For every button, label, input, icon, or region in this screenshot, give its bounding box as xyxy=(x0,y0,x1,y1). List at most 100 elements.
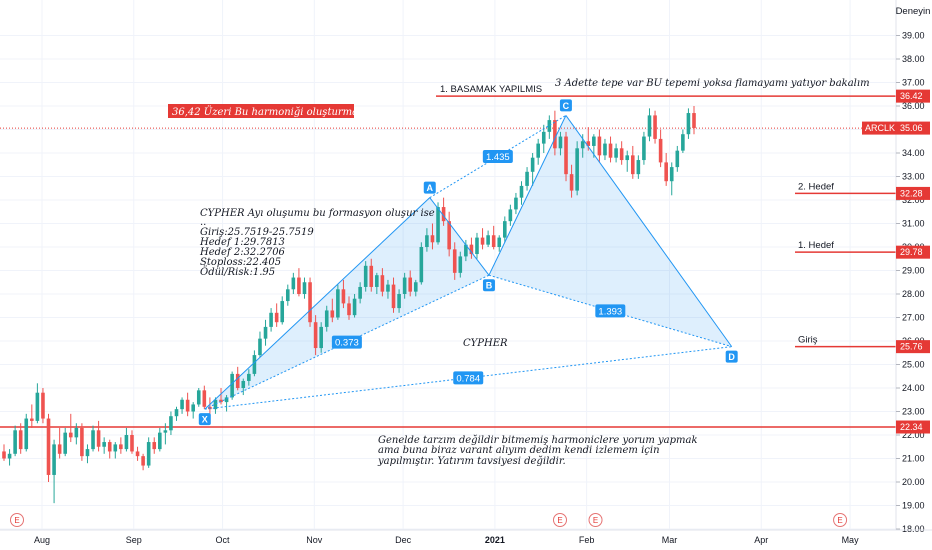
price-tick-label: 36.00 xyxy=(902,101,925,111)
price-tick-label: 32.00 xyxy=(902,195,925,205)
candle-body xyxy=(558,136,563,149)
candle-body xyxy=(247,373,251,381)
candle-body xyxy=(274,312,279,323)
ratio-bg xyxy=(482,150,513,164)
price-tag-value: 36.42 xyxy=(900,91,923,101)
price-tick-label: 20.00 xyxy=(902,477,925,487)
time-tick-label: Feb xyxy=(579,535,595,545)
harmonic-note: 36,42 Üzeri Bu harmoniği oluşturmaz. xyxy=(172,106,367,118)
candle xyxy=(263,319,268,346)
earnings-marker[interactable]: E xyxy=(10,513,24,527)
candle-body xyxy=(252,355,257,374)
leg-xa[interactable] xyxy=(204,197,431,410)
candle xyxy=(630,145,635,179)
candle xyxy=(224,395,229,412)
candle xyxy=(386,279,390,299)
candle xyxy=(636,155,641,179)
earnings-marker[interactable]: E xyxy=(588,513,603,527)
earnings-circle xyxy=(833,513,848,527)
candle-body xyxy=(503,221,507,238)
candle xyxy=(408,270,413,297)
candle-body xyxy=(569,174,574,191)
candle xyxy=(436,202,440,245)
point-a: A xyxy=(423,181,436,194)
candle-body xyxy=(419,247,424,283)
candle-body xyxy=(341,289,346,304)
candle-body xyxy=(547,120,552,132)
time-tick-label: Nov xyxy=(306,535,323,545)
candle-body xyxy=(169,416,173,431)
bcd-triangle xyxy=(488,115,732,347)
price-tick-label: 22.00 xyxy=(902,430,925,440)
candle xyxy=(113,442,118,459)
candle-body xyxy=(80,427,84,457)
leg-ac[interactable] xyxy=(429,114,567,199)
candle-body xyxy=(486,235,490,245)
candle xyxy=(46,413,51,482)
leg-bc[interactable] xyxy=(488,115,567,276)
candle xyxy=(163,423,168,445)
candle xyxy=(135,446,140,461)
time-axis[interactable]: Aug Sep Oct Nov Dec 2021 Feb Mar Apr May xyxy=(34,535,859,545)
earnings-letter: E xyxy=(593,516,598,525)
candle xyxy=(119,437,123,454)
candle-body xyxy=(514,197,518,210)
candle-body xyxy=(96,430,101,447)
candle-body xyxy=(436,207,440,243)
earnings-marker[interactable]: E xyxy=(553,513,567,527)
candle xyxy=(352,294,357,318)
candle xyxy=(152,437,157,454)
price-tag-value: 32.28 xyxy=(900,188,923,198)
price-tick-label: 23.00 xyxy=(902,407,925,417)
candle-body xyxy=(191,404,195,412)
point-bg xyxy=(198,413,211,426)
horizontal-levels[interactable]: 1. BASAMAK YAPILMIS 2. Hedef 1. Hedef Giriş xyxy=(0,84,896,428)
candle-body xyxy=(74,427,79,438)
candle-body xyxy=(664,162,668,182)
header-label[interactable]: Deneyin xyxy=(896,6,931,17)
candle xyxy=(85,444,90,464)
candle-body xyxy=(653,115,657,139)
candle xyxy=(658,129,663,168)
point-letter: D xyxy=(728,352,735,362)
candle xyxy=(341,279,346,309)
price-tag-value: 25.76 xyxy=(900,342,923,352)
candle-body xyxy=(642,136,646,161)
candle xyxy=(213,397,218,414)
candle xyxy=(63,427,68,457)
cypher-stoploss: Stoploss:22.405 xyxy=(200,257,281,268)
point-letter: A xyxy=(427,183,434,193)
candle-body xyxy=(113,444,118,452)
earnings-marker[interactable]: E xyxy=(833,513,848,527)
candle-body xyxy=(408,277,413,292)
level-text: 1. BASAMAK YAPILMIS xyxy=(440,84,542,95)
candle xyxy=(30,404,34,428)
candle-body xyxy=(480,237,485,245)
leg-ab[interactable] xyxy=(429,197,490,276)
candle-body xyxy=(347,303,351,316)
ratio-value: 1.435 xyxy=(486,152,510,163)
candle xyxy=(7,449,12,466)
candle xyxy=(541,124,546,153)
candle-body xyxy=(597,136,602,156)
candle-body xyxy=(35,392,40,421)
candle-body xyxy=(41,392,45,419)
level-text: 1. Hedef xyxy=(798,240,834,251)
candle-body xyxy=(119,444,123,450)
price-tag-bg xyxy=(896,186,930,200)
price-tick-label: 24.00 xyxy=(902,383,925,393)
candle-body xyxy=(241,380,246,388)
leg-cd[interactable] xyxy=(565,115,733,347)
candle xyxy=(675,145,680,172)
candle-body xyxy=(608,143,613,158)
point-bg xyxy=(725,350,738,363)
candle xyxy=(497,235,502,252)
candle xyxy=(96,420,101,452)
candle xyxy=(536,138,540,165)
candle xyxy=(285,284,290,306)
candle-body xyxy=(541,131,546,144)
earnings-letter: E xyxy=(557,516,562,525)
harmonic-note-box[interactable]: 36,42 Üzeri Bu harmoniği oluşturmaz. xyxy=(168,104,367,118)
